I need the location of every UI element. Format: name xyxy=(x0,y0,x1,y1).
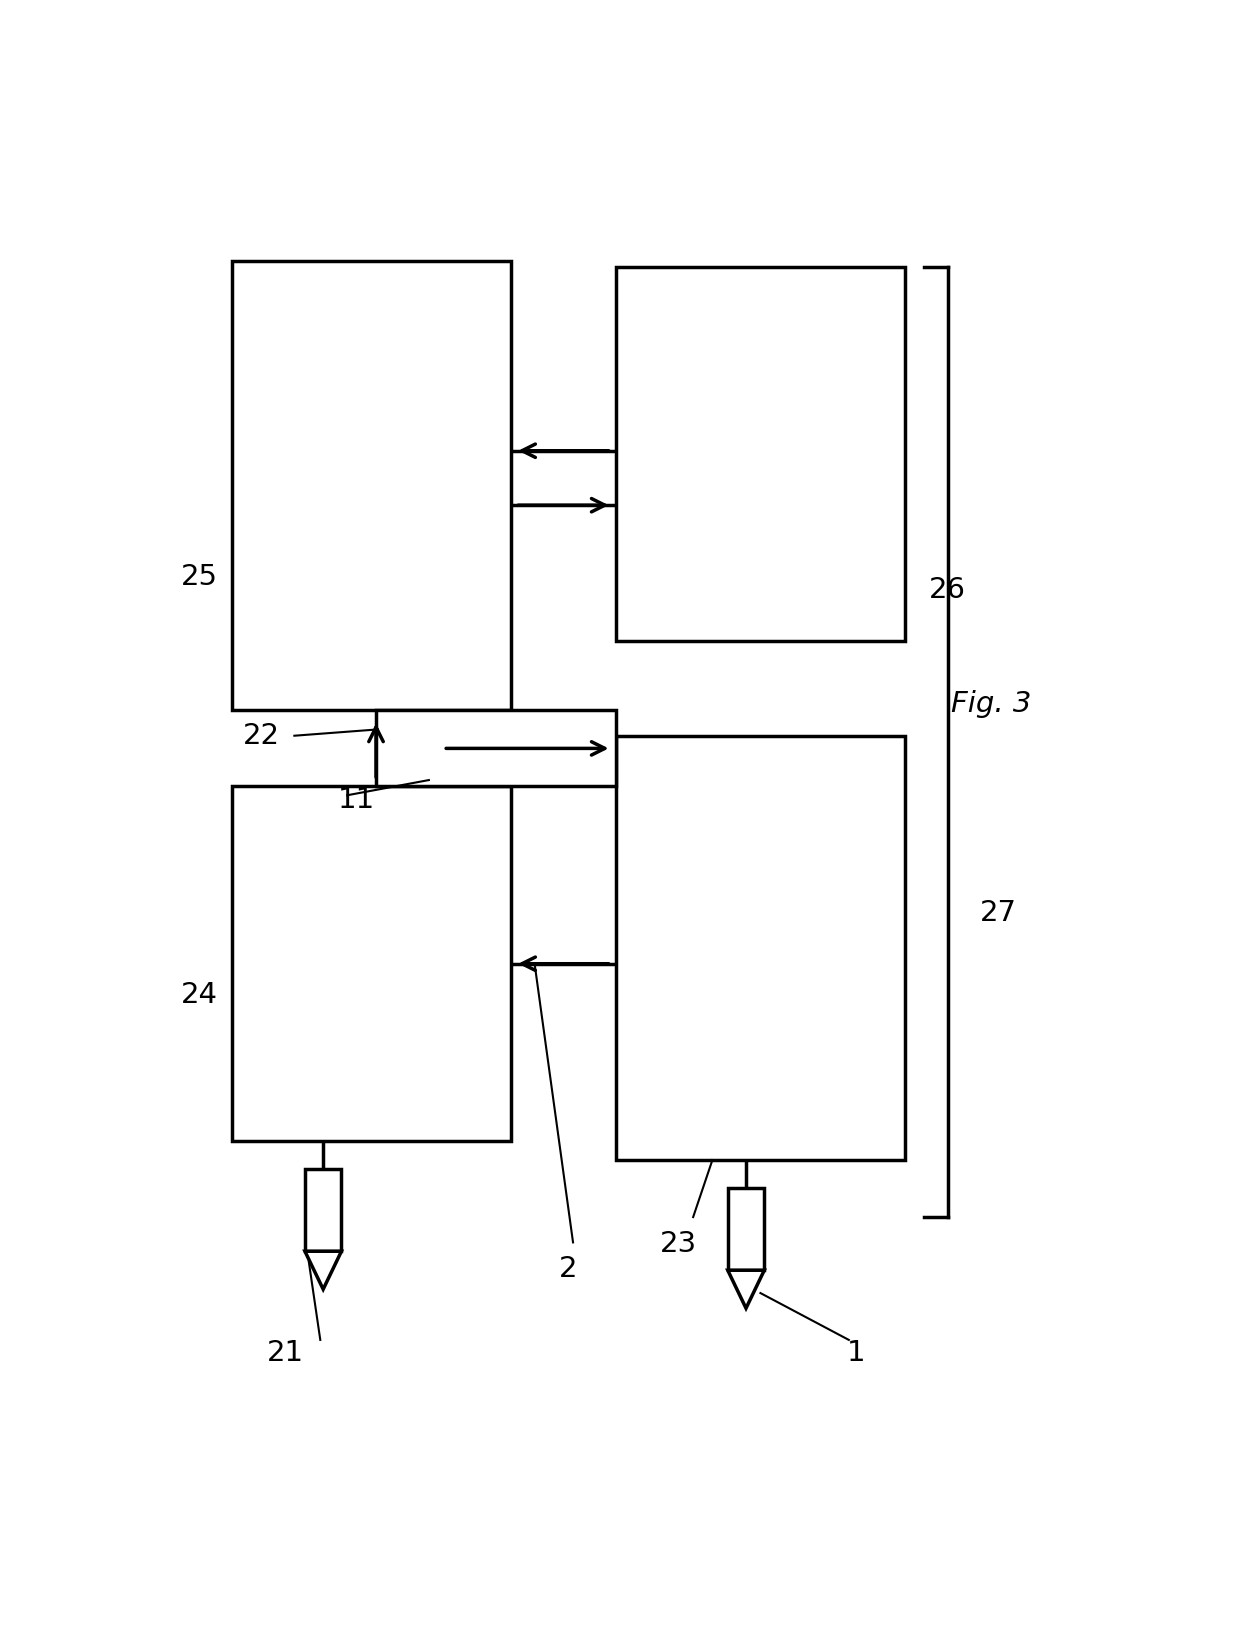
Bar xyxy=(616,735,905,1160)
Bar xyxy=(728,1188,764,1270)
Polygon shape xyxy=(305,1252,341,1290)
Text: 1: 1 xyxy=(847,1339,866,1367)
Text: 21: 21 xyxy=(267,1339,304,1367)
Bar xyxy=(232,260,511,711)
Bar xyxy=(305,1170,341,1252)
Bar xyxy=(376,711,616,786)
Text: 11: 11 xyxy=(337,786,374,814)
Text: 23: 23 xyxy=(660,1230,697,1258)
Text: 2: 2 xyxy=(559,1255,578,1283)
Polygon shape xyxy=(728,1270,764,1308)
Bar xyxy=(232,786,511,1142)
Text: 24: 24 xyxy=(181,982,217,1010)
Text: 22: 22 xyxy=(243,722,280,750)
Text: Fig. 3: Fig. 3 xyxy=(951,689,1032,719)
Text: 27: 27 xyxy=(980,900,1017,928)
Text: 25: 25 xyxy=(181,563,217,592)
Text: 26: 26 xyxy=(929,576,966,604)
Bar xyxy=(616,266,905,640)
